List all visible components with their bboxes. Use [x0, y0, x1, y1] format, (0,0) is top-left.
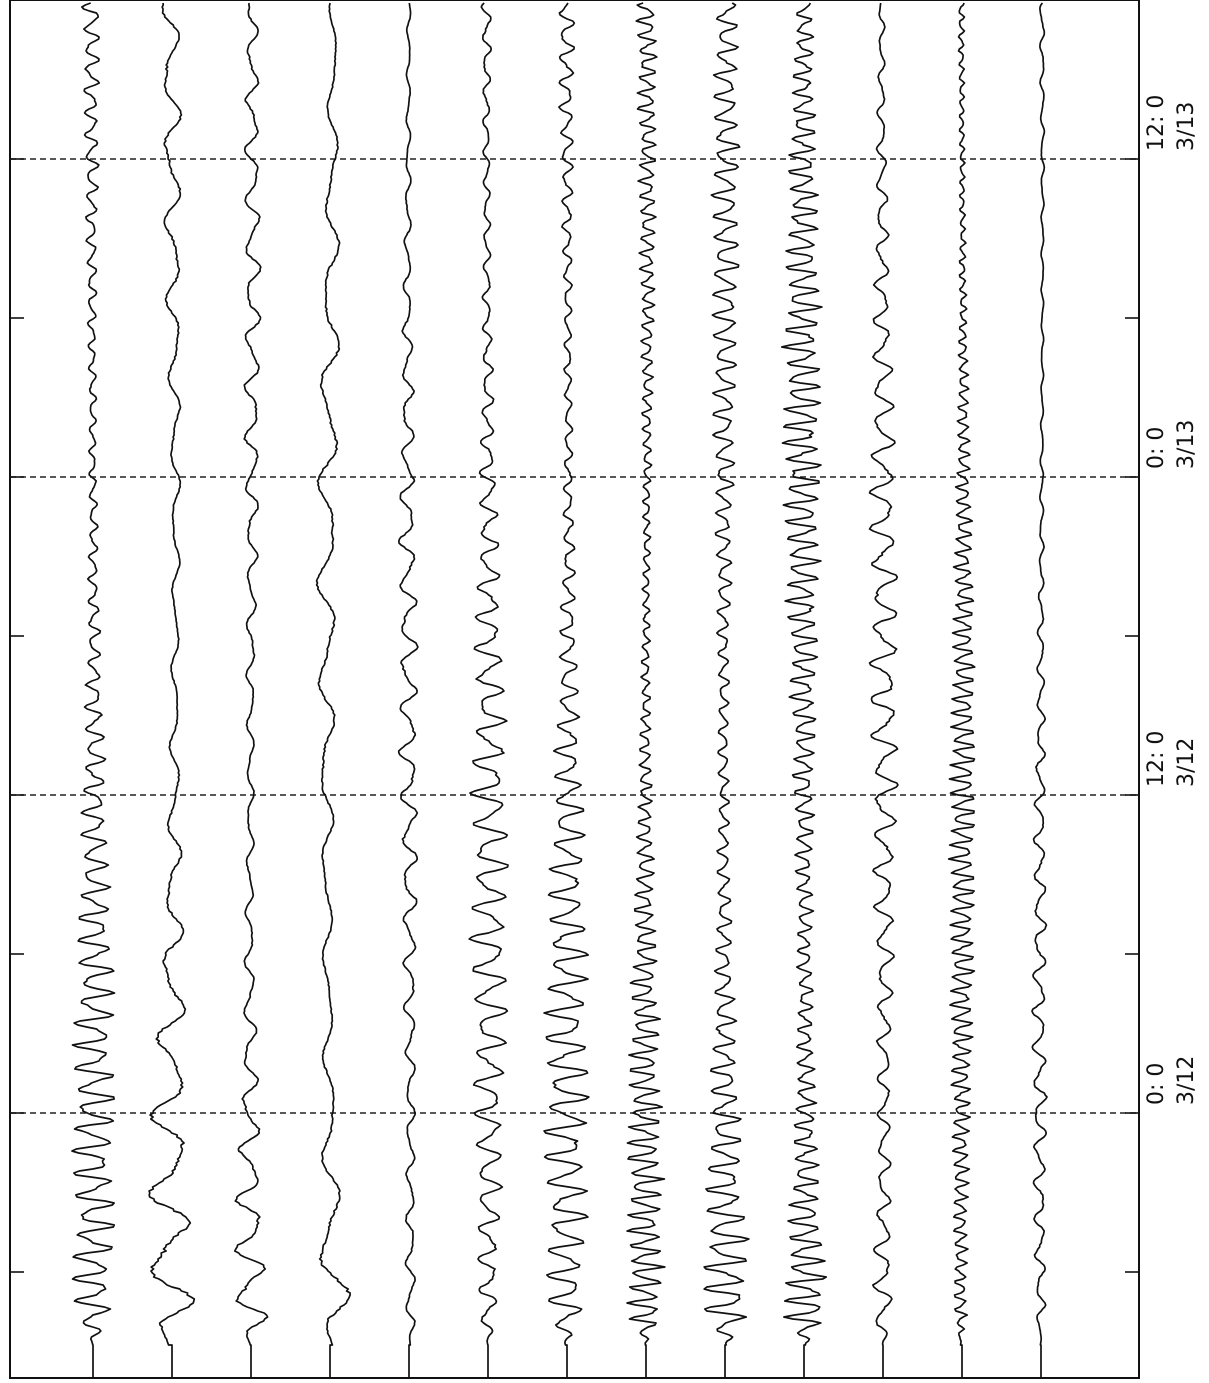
trace-11: [868, 2, 899, 1378]
trace-10: [780, 2, 828, 1378]
time-label-group: 0: 0 3/12 12: 0 3/12 0: 0 3/13 12: 0 3/1…: [1144, 95, 1199, 1105]
time-label-3-12-1200-date: 3/12: [1174, 738, 1199, 787]
time-label-3-13-1200-time: 12: 0: [1144, 95, 1169, 151]
time-label-3-12-0000-time: 0: 0: [1144, 1063, 1169, 1105]
trace-1: [71, 2, 116, 1378]
trace-8: [626, 2, 666, 1378]
time-label-3-13-0000-time: 0: 0: [1144, 427, 1169, 469]
plot-frame: [9, 0, 1140, 1379]
gridlines: [10, 158, 1139, 1114]
trace-6: [468, 2, 509, 1378]
time-label-3-13-0000-date: 3/13: [1174, 420, 1199, 469]
trace-7: [543, 2, 590, 1378]
trace-4: [315, 2, 351, 1378]
trace-2: [148, 2, 196, 1378]
trace-13: [1031, 2, 1048, 1378]
time-label-3-12-0000-date: 3/12: [1174, 1056, 1199, 1105]
tick-marks: [10, 158, 1139, 1273]
trace-12: [947, 2, 976, 1378]
trace-group: [71, 2, 1048, 1378]
trace-5: [397, 2, 419, 1378]
trace-9: [703, 2, 750, 1378]
trace-3: [233, 2, 269, 1378]
time-label-3-13-1200-date: 3/13: [1174, 102, 1199, 151]
time-label-3-12-1200-time: 12: 0: [1144, 731, 1169, 787]
